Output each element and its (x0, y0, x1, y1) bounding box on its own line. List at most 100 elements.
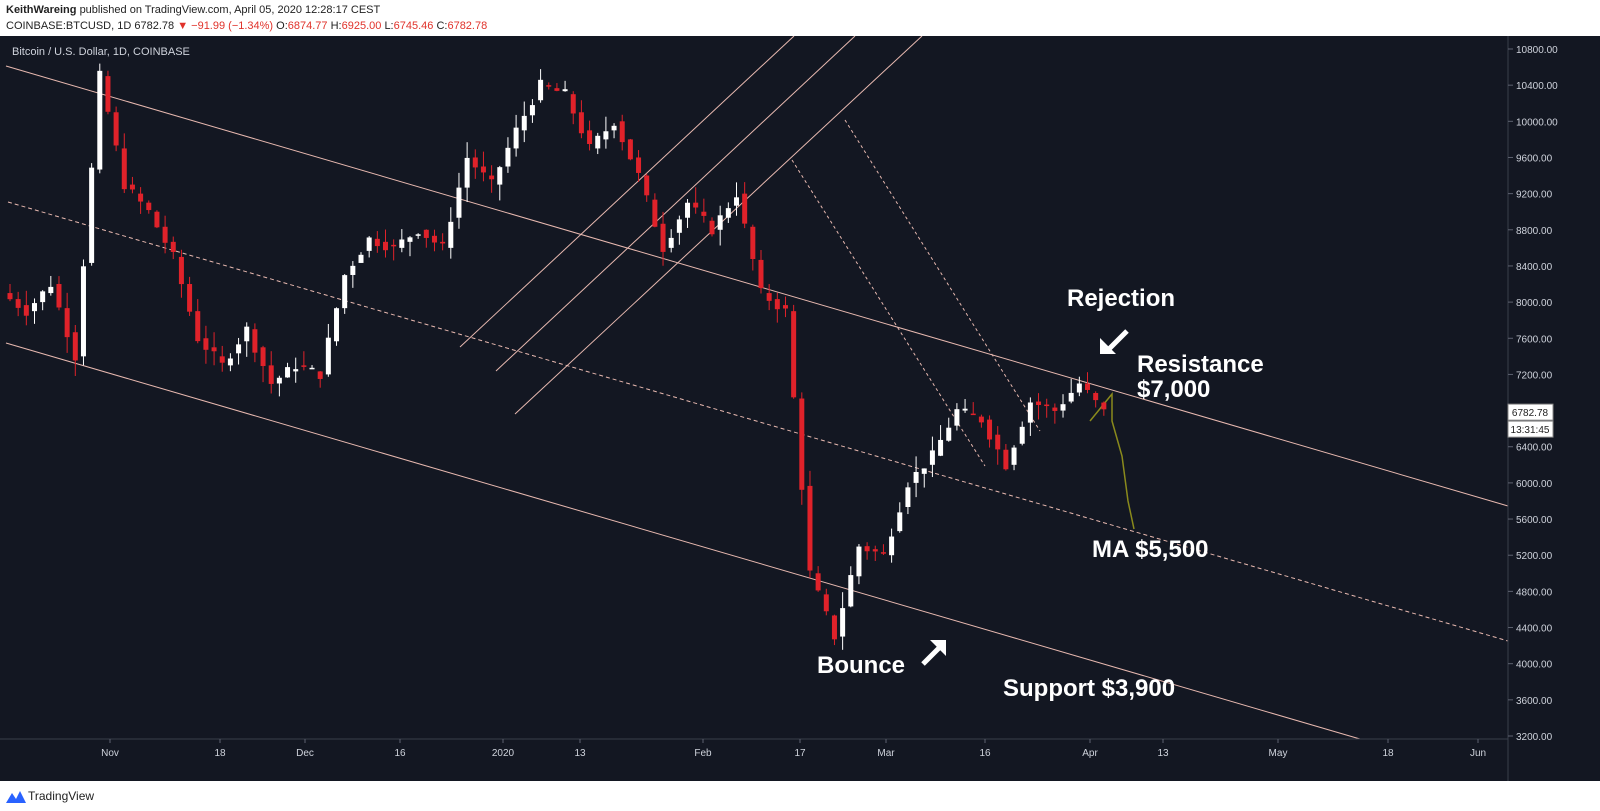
down-candle (872, 549, 878, 552)
down-candle (750, 226, 756, 259)
footer: TradingView (0, 781, 1600, 811)
up-candle (725, 208, 731, 218)
y-tick-label: 10400.00 (1516, 81, 1558, 92)
down-candle (652, 199, 658, 227)
down-candle (195, 311, 201, 342)
down-candle (317, 371, 323, 379)
close-label: C: (436, 20, 448, 32)
down-candle (554, 88, 560, 91)
up-candle (513, 127, 519, 149)
down-candle (791, 311, 797, 398)
down-candle (807, 485, 813, 571)
down-candle (644, 175, 650, 196)
down-candle (211, 347, 217, 352)
down-candle (170, 241, 176, 252)
down-candle (440, 241, 446, 244)
down-candle (480, 166, 486, 173)
up-candle (889, 536, 895, 556)
down-candle (701, 211, 707, 216)
x-tick-label: Nov (101, 748, 119, 759)
up-candle (80, 266, 86, 357)
down-candle (587, 130, 593, 145)
down-candle (268, 365, 274, 384)
down-candle (252, 329, 258, 353)
last-price-label-bg (1507, 403, 1554, 421)
countdown-label-bg (1507, 420, 1554, 438)
up-candle (1011, 447, 1017, 465)
down-candle (7, 293, 13, 300)
ohlc-line: COINBASE:BTCUSD, 1D 6782.78 ▼ −91.99 (−1… (6, 20, 487, 32)
down-candle (203, 338, 209, 350)
down-candle (260, 347, 266, 367)
up-candle (505, 147, 511, 167)
y-tick-label: 7600.00 (1516, 334, 1553, 345)
down-candle (693, 202, 699, 208)
chart-title: Bitcoin / U.S. Dollar, 1D, COINBASE (12, 46, 190, 58)
x-tick-label: May (1269, 748, 1288, 759)
author-name[interactable]: KeithWareing (6, 4, 77, 16)
up-candle (1060, 404, 1066, 411)
publisher-line: KeithWareing published on TradingView.co… (6, 4, 380, 16)
descending-guide-line-1 (844, 119, 1041, 432)
down-candle (1085, 383, 1091, 390)
tradingview-brand[interactable]: TradingView (28, 789, 95, 803)
down-candle (1003, 449, 1009, 470)
down-candle (121, 148, 127, 190)
up-candle (1076, 383, 1082, 393)
rejection-arrowhead-icon (1100, 338, 1116, 354)
upper-channel-line (5, 65, 1509, 507)
y-tick-label: 6000.00 (1516, 479, 1553, 490)
down-candle (1044, 404, 1050, 407)
tradingview-logo-icon (6, 791, 26, 803)
y-tick-label: 6400.00 (1516, 443, 1553, 454)
ma-label: MA $5,500 (1092, 536, 1209, 563)
up-candle (366, 237, 372, 251)
up-candle (40, 291, 46, 303)
bounce-label: Bounce (817, 652, 905, 679)
up-candle (734, 197, 740, 206)
up-candle (334, 308, 340, 342)
up-candle (227, 358, 233, 366)
x-tick-label: 2020 (492, 748, 515, 759)
up-candle (456, 187, 462, 218)
up-candle (1068, 392, 1074, 402)
up-candle (89, 167, 95, 263)
up-candle (1019, 426, 1025, 444)
down-candle (472, 157, 478, 168)
down-candle (970, 413, 976, 416)
down-candle (823, 594, 829, 612)
down-candle (15, 299, 21, 308)
down-candle (799, 398, 805, 490)
up-candle (840, 608, 846, 637)
up-candle (856, 546, 862, 577)
up-candle (350, 265, 356, 275)
down-candle (64, 308, 70, 338)
down-candle (627, 139, 633, 160)
up-candle (913, 472, 919, 483)
price-change: ▼ −91.99 (−1.34%) (177, 20, 274, 32)
high-value: 6925.00 (341, 20, 382, 32)
last-price: 6782.78 (134, 20, 175, 32)
y-tick-label: 10800.00 (1516, 45, 1558, 56)
up-candle (325, 337, 331, 375)
trend-lines (5, 36, 1509, 740)
down-candle (1052, 407, 1058, 411)
y-tick-label: 8400.00 (1516, 262, 1553, 273)
x-tick-label: 13 (1157, 748, 1169, 759)
x-tick-label: 16 (979, 748, 991, 759)
down-candle (301, 365, 307, 367)
price-chart[interactable]: Bitcoin / U.S. Dollar, 1D, COINBASE Reje… (0, 36, 1600, 781)
rejection-label: Rejection (1067, 285, 1175, 312)
candles (7, 63, 1107, 650)
down-candle (619, 121, 625, 143)
down-candle (105, 76, 111, 112)
time-axis: Nov 18 Dec 16 2020 13 Feb 17 Mar 16 Apr 13 May 18 Jun (101, 739, 1486, 759)
close-value: 6782.78 (447, 20, 488, 32)
up-candle (521, 115, 527, 131)
up-candle (285, 367, 291, 378)
up-candle (31, 303, 37, 312)
down-candle (154, 211, 160, 228)
down-candle (382, 241, 388, 251)
down-candle (489, 175, 495, 180)
x-tick-label: Apr (1082, 748, 1098, 759)
